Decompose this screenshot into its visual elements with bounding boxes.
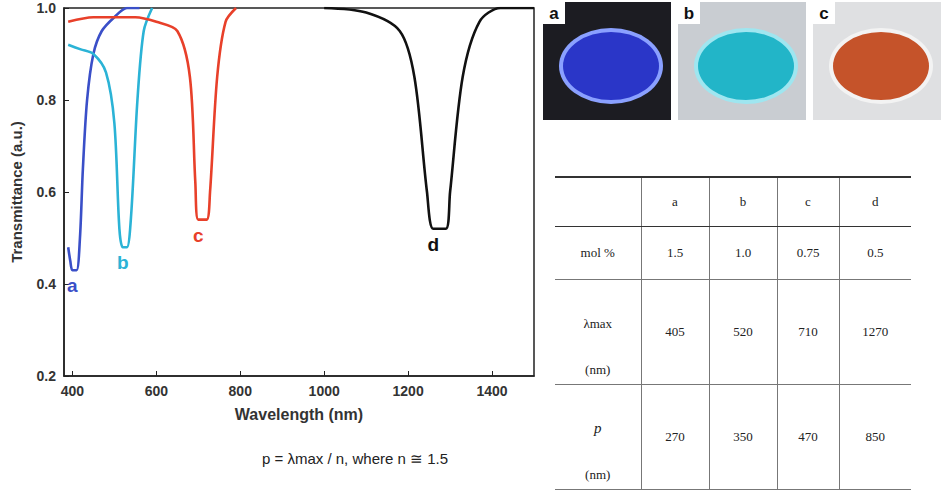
html-text:0.75: 0.75 — [796, 245, 820, 260]
html-text:p = λmax / n, where n ≅ 1.5: p = λmax / n, where n ≅ 1.5 — [262, 450, 448, 467]
html-text:c: c — [805, 194, 811, 209]
html-text:1.5: 1.5 — [666, 245, 684, 260]
svg-text:600: 600 — [145, 383, 169, 399]
svg-text:c: c — [819, 4, 828, 23]
svg-text:c: c — [193, 225, 204, 246]
html-text:1.0: 1.0 — [734, 245, 752, 260]
html-text:270: 270 — [665, 429, 685, 444]
html-text:1270: 1270 — [862, 324, 889, 339]
svg-text:400: 400 — [61, 383, 85, 399]
html-text:(nm): (nm) — [585, 466, 611, 482]
svg-text:1400: 1400 — [476, 383, 507, 399]
svg-text:0.4: 0.4 — [37, 276, 57, 292]
html-text:0.5: 0.5 — [867, 245, 884, 260]
svg-text:a: a — [549, 4, 559, 23]
html-text:710: 710 — [798, 324, 818, 339]
html-text:405: 405 — [665, 324, 685, 339]
html-text:p: p — [594, 420, 602, 437]
svg-text:1.0: 1.0 — [37, 0, 57, 16]
html-text:b: b — [739, 194, 747, 209]
svg-text:b: b — [684, 4, 694, 23]
svg-text:Wavelength (nm): Wavelength (nm) — [235, 406, 363, 423]
svg-text:1200: 1200 — [393, 383, 424, 399]
html-text:350: 350 — [733, 429, 753, 444]
svg-text:0.8: 0.8 — [37, 92, 57, 108]
html-text:520: 520 — [733, 324, 753, 339]
html-text:mol %: mol % — [580, 245, 615, 260]
html-text:470: 470 — [798, 429, 818, 444]
svg-text:a: a — [67, 275, 78, 296]
html-text:d: d — [872, 194, 879, 209]
html-text:a: a — [672, 194, 678, 209]
svg-text:0.2: 0.2 — [37, 368, 57, 384]
html-text:850: 850 — [865, 429, 885, 444]
svg-text:1000: 1000 — [309, 383, 340, 399]
svg-text:0.6: 0.6 — [37, 184, 57, 200]
html-text:(nm): (nm) — [585, 361, 611, 377]
svg-text:d: d — [427, 234, 439, 255]
svg-text:800: 800 — [229, 383, 253, 399]
svg-text:b: b — [117, 252, 129, 273]
html-text:λmax: λmax — [583, 316, 613, 331]
svg-text:Transmittance (a.u.): Transmittance (a.u.) — [8, 121, 25, 263]
